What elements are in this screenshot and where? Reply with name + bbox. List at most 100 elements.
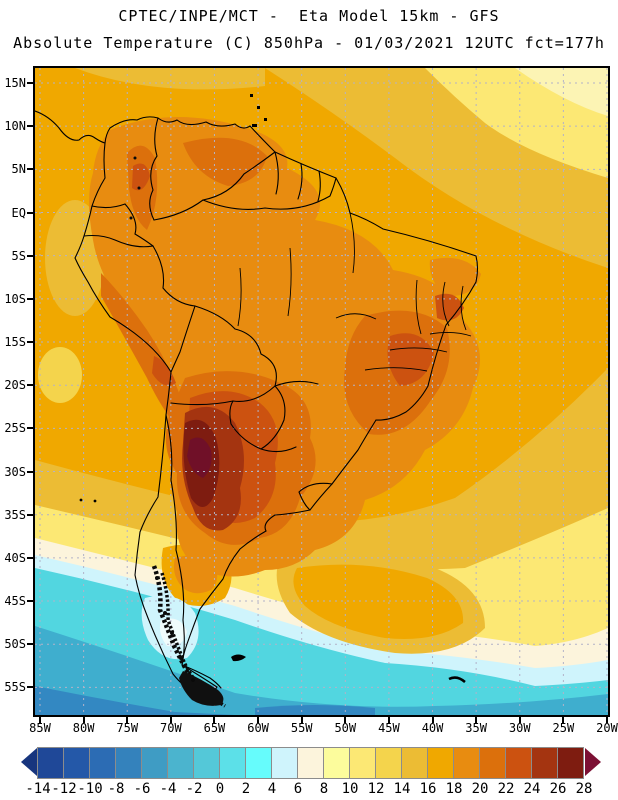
colorbar-cell	[506, 748, 532, 778]
temp-region-16-18-tongue	[293, 564, 464, 639]
colorbar-tick-label: 16	[419, 781, 437, 797]
juan-fernandez-island	[93, 499, 97, 503]
colorbar-cell	[298, 748, 324, 778]
border-brazil-north	[202, 177, 337, 210]
antilles-island	[264, 118, 267, 121]
colorbar-cell	[480, 748, 506, 778]
andes-peak-mark	[129, 216, 133, 220]
temp-region-22-24-bahia	[387, 333, 434, 386]
colorbar-tick-label: 28	[575, 781, 593, 797]
lon-tick	[82, 717, 85, 723]
lat-tick-label: 30S	[4, 464, 26, 479]
lat-tick-label: 20S	[4, 378, 26, 393]
lat-tick	[27, 513, 33, 516]
colorbar-tick-label: -6	[133, 781, 151, 797]
colorbar-tick-label: 6	[293, 781, 303, 797]
lon-tick-label: 55W	[290, 721, 313, 735]
colorbar-tick-label: 4	[267, 781, 277, 797]
lat-tick-label: 15S	[4, 335, 26, 350]
lat-tick	[27, 125, 33, 128]
colorbar-legend: -14 -12 -10 -8 -6 -4 -2 0 2 4 6 8 10 12 14 16 18 20 22 24 26…	[21, 746, 601, 798]
lon-tick	[344, 717, 347, 723]
colorbar-tick-label: -14	[25, 781, 51, 797]
colorbar-cell	[246, 748, 272, 778]
trinidad-island	[252, 124, 257, 127]
tierra-del-fuego	[179, 671, 224, 706]
colorbar-cell	[90, 748, 116, 778]
lon-tick-label: 30W	[508, 721, 531, 735]
lat-tick-label: 40S	[4, 550, 26, 565]
lat-tick-label: 35S	[4, 507, 26, 522]
colorbar-cell	[116, 748, 142, 778]
lat-tick	[27, 643, 33, 646]
colorbar-tick-label: 22	[497, 781, 515, 797]
border-bolivia-brazil	[194, 305, 277, 387]
lat-tick	[27, 341, 33, 344]
temp-region-18-20-ne-brazil	[429, 257, 481, 297]
lat-tick	[27, 168, 33, 171]
lat-tick	[27, 600, 33, 603]
lat-tick-label: 15N	[4, 76, 26, 90]
temp-region-28-plus	[187, 437, 212, 478]
colorbar-cell	[376, 748, 402, 778]
lat-tick-label: 5N	[11, 162, 26, 177]
border-peru-bolivia	[170, 305, 196, 373]
state-borders	[237, 212, 472, 372]
colorbar-tick-label: -10	[77, 781, 103, 797]
colorbar-tick-label: 18	[445, 781, 463, 797]
colorbar-tick-label: 8	[319, 781, 329, 797]
lon-tick-label: 65W	[203, 721, 226, 735]
lat-tick-label: 50S	[4, 637, 26, 652]
colorbar-tick-label: -12	[51, 781, 77, 797]
colorbar-tick-label: -8	[107, 781, 125, 797]
lat-tick	[27, 297, 33, 300]
border-venezuela-colombia	[149, 117, 159, 221]
temp-region-minus4-minus2-band	[35, 626, 608, 715]
lat-tick-label: EQ	[11, 205, 26, 220]
colorbar-left-arrow	[21, 748, 37, 776]
colorbar-tick-label: -4	[159, 781, 177, 797]
lon-tick-label: 35W	[465, 721, 487, 735]
lat-tick-label: 10N	[4, 119, 26, 134]
colorbar-cell	[64, 748, 90, 778]
temp-region-22-24-ne	[435, 293, 464, 321]
colorbar-tick-label: 10	[341, 781, 359, 797]
page-title: CPTEC/INPE/MCT - Eta Model 15km - GFS	[118, 7, 500, 25]
temp-region-8-10	[515, 68, 608, 116]
juan-fernandez-island	[79, 498, 83, 502]
border-argentina-chile	[165, 414, 185, 666]
andes-peak-mark	[137, 186, 141, 190]
terrain-hatching-andes	[151, 565, 226, 708]
colorbar-cell	[428, 748, 454, 778]
lat-tick-label: 45S	[4, 594, 26, 609]
colorbar-cells	[37, 747, 584, 779]
colorbar-cell	[194, 748, 220, 778]
strait-of-magellan	[181, 664, 222, 689]
temp-region-minus8-minus6-patch	[255, 705, 375, 715]
lon-tick	[518, 717, 521, 723]
colorbar-cell	[532, 748, 558, 778]
lon-tick	[169, 717, 172, 723]
colorbar-right-arrow	[585, 748, 601, 776]
colorbar-tick-label: 24	[523, 781, 541, 797]
border-uruguay	[298, 482, 333, 511]
colorbar-cell	[324, 748, 350, 778]
colorbar-tick-label: 12	[367, 781, 385, 797]
colorbar-cell	[168, 748, 194, 778]
lon-tick-label: 70W	[160, 721, 182, 735]
colorbar-cell	[454, 748, 480, 778]
lon-tick-label: 75W	[116, 721, 139, 735]
temperature-map	[35, 68, 608, 715]
colorbar-cell	[402, 748, 428, 778]
temp-region-22-24-colombia	[132, 163, 150, 191]
lon-tick	[300, 717, 303, 723]
colorbar-cell	[350, 748, 376, 778]
lat-tick	[27, 427, 33, 430]
colorbar-cell	[558, 748, 583, 778]
lat-tick-label: 55S	[4, 680, 26, 695]
lon-tick-label: 40W	[421, 721, 444, 735]
border-paraguay	[229, 380, 319, 453]
border-guyana-suriname	[274, 151, 321, 202]
lon-tick-label: 60W	[247, 721, 269, 735]
